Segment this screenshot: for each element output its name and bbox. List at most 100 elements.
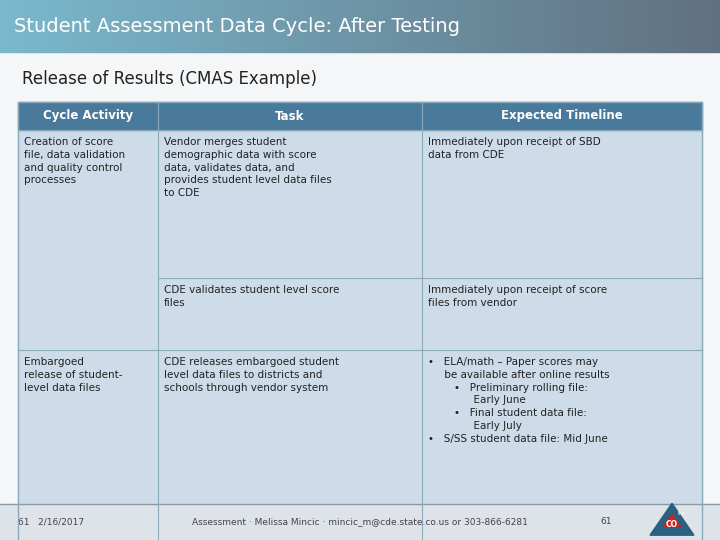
Bar (564, 0, 567, 52)
Bar (384, 0, 387, 52)
Bar (441, 0, 444, 52)
Bar (509, 0, 511, 52)
Bar (216, 0, 218, 52)
Bar (135, 0, 137, 52)
Bar (415, 0, 418, 52)
Bar (348, 0, 351, 52)
Bar (504, 0, 506, 52)
Bar (175, 0, 178, 52)
Bar (58, 0, 60, 52)
Bar (639, 0, 641, 52)
Bar (646, 0, 648, 52)
Bar (48, 0, 50, 52)
Bar (410, 0, 413, 52)
Bar (127, 0, 130, 52)
Bar (185, 0, 187, 52)
Bar (682, 0, 684, 52)
Bar (91, 0, 94, 52)
Bar (430, 0, 432, 52)
Bar (65, 0, 67, 52)
Bar (149, 0, 151, 52)
Bar (662, 0, 665, 52)
Bar (351, 0, 353, 52)
Text: 61: 61 (600, 517, 611, 526)
Bar (567, 0, 569, 52)
Bar (18, 130, 158, 350)
Bar (446, 0, 449, 52)
Bar (391, 0, 394, 52)
Bar (444, 0, 446, 52)
Bar (106, 0, 108, 52)
Bar (636, 0, 639, 52)
Bar (158, 102, 422, 130)
Bar (631, 0, 634, 52)
Bar (247, 0, 250, 52)
Bar (657, 0, 660, 52)
Text: Immediately upon receipt of score
files from vendor: Immediately upon receipt of score files … (428, 285, 607, 308)
Bar (408, 0, 410, 52)
Bar (600, 0, 603, 52)
Bar (677, 0, 679, 52)
Bar (581, 0, 583, 52)
Bar (122, 0, 125, 52)
Bar (290, 0, 293, 52)
Bar (283, 0, 286, 52)
Text: •   ELA/math – Paper scores may
     be available after online results
        •: • ELA/math – Paper scores may be availab… (428, 357, 610, 444)
Bar (295, 0, 297, 52)
Bar (466, 0, 468, 52)
Bar (675, 0, 677, 52)
Bar (511, 0, 513, 52)
Bar (401, 0, 403, 52)
Bar (139, 0, 142, 52)
Bar (492, 0, 495, 52)
Bar (513, 0, 516, 52)
Bar (324, 0, 326, 52)
Bar (542, 0, 545, 52)
Text: CDE releases embargoed student
level data files to districts and
schools through: CDE releases embargoed student level dat… (164, 357, 339, 393)
Bar (698, 0, 701, 52)
Bar (590, 0, 593, 52)
Bar (696, 0, 698, 52)
Bar (641, 0, 643, 52)
Bar (463, 0, 466, 52)
Bar (487, 0, 490, 52)
Bar (480, 0, 482, 52)
Bar (557, 0, 559, 52)
Polygon shape (650, 503, 694, 535)
Bar (372, 0, 374, 52)
Text: Vendor merges student
demographic data with score
data, validates data, and
prov: Vendor merges student demographic data w… (164, 137, 332, 198)
Bar (454, 0, 456, 52)
Bar (326, 0, 329, 52)
Bar (643, 0, 646, 52)
Bar (535, 0, 538, 52)
Bar (302, 0, 305, 52)
Bar (269, 0, 271, 52)
Bar (14, 0, 17, 52)
Bar (257, 0, 259, 52)
Bar (228, 0, 230, 52)
Bar (36, 0, 38, 52)
Bar (562, 0, 564, 52)
Bar (305, 0, 307, 52)
Bar (266, 0, 269, 52)
Bar (113, 0, 115, 52)
Bar (171, 0, 173, 52)
Bar (477, 0, 480, 52)
Bar (53, 0, 55, 52)
Bar (108, 0, 110, 52)
Bar (708, 0, 711, 52)
Bar (60, 0, 63, 52)
Bar (588, 0, 590, 52)
Bar (482, 0, 485, 52)
Bar (202, 0, 204, 52)
Bar (624, 0, 626, 52)
Bar (18, 102, 158, 130)
Bar (96, 0, 99, 52)
Bar (103, 0, 106, 52)
Bar (99, 0, 101, 52)
Bar (238, 0, 240, 52)
Bar (703, 0, 706, 52)
Bar (387, 0, 389, 52)
Bar (526, 0, 528, 52)
Bar (137, 0, 139, 52)
